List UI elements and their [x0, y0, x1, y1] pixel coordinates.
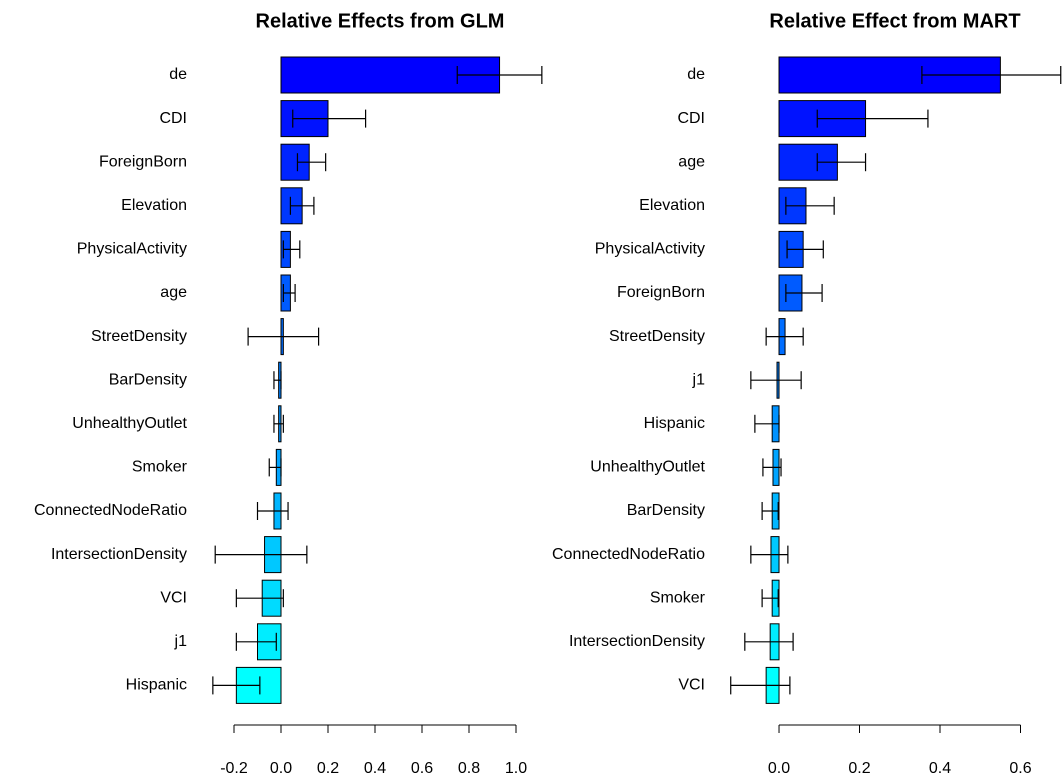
category-label: VCI [678, 677, 705, 694]
category-label: ForeignBorn [617, 284, 705, 301]
x-tick-label: 0.0 [768, 760, 790, 775]
category-label: Smoker [132, 459, 188, 476]
x-tick-label: 0.4 [364, 760, 386, 775]
x-tick-label: 0.6 [1009, 760, 1031, 775]
category-label: CDI [159, 110, 187, 127]
category-label: CDI [677, 110, 705, 127]
category-label: IntersectionDensity [51, 546, 187, 563]
category-label: IntersectionDensity [569, 633, 705, 650]
x-tick-label: 0.2 [317, 760, 339, 775]
category-label: BarDensity [627, 502, 705, 519]
chart-title: Relative Effects from GLM [256, 10, 505, 32]
bar [778, 143, 838, 181]
category-label: PhysicalActivity [77, 241, 187, 258]
category-label: ConnectedNodeRatio [34, 502, 187, 519]
x-tick-label: 0.2 [848, 760, 870, 775]
category-label: Hispanic [126, 677, 187, 694]
category-label: de [687, 66, 705, 83]
category-label: UnhealthyOutlet [72, 415, 187, 432]
x-tick-label: 0.6 [411, 760, 433, 775]
category-label: Smoker [650, 589, 706, 606]
chart-title: Relative Effect from MART [769, 10, 1020, 32]
category-label: age [160, 284, 187, 301]
category-label: VCI [160, 589, 187, 606]
category-label: age [678, 153, 705, 170]
category-label: StreetDensity [91, 328, 187, 345]
category-label: j1 [174, 633, 188, 650]
category-label: j1 [692, 371, 706, 388]
category-label: PhysicalActivity [595, 241, 705, 258]
x-tick-label: -0.2 [220, 760, 248, 775]
category-label: Elevation [639, 197, 705, 214]
category-label: ForeignBorn [99, 153, 187, 170]
x-tick-label: 1.0 [505, 760, 527, 775]
category-label: ConnectedNodeRatio [552, 546, 705, 563]
category-label: UnhealthyOutlet [590, 459, 705, 476]
category-label: StreetDensity [609, 328, 705, 345]
category-label: Elevation [121, 197, 187, 214]
category-label: de [169, 66, 187, 83]
x-tick-label: 0.8 [458, 760, 480, 775]
category-label: BarDensity [109, 371, 187, 388]
x-tick-label: 0.0 [270, 760, 292, 775]
category-label: Hispanic [644, 415, 705, 432]
x-tick-label: 0.4 [929, 760, 951, 775]
